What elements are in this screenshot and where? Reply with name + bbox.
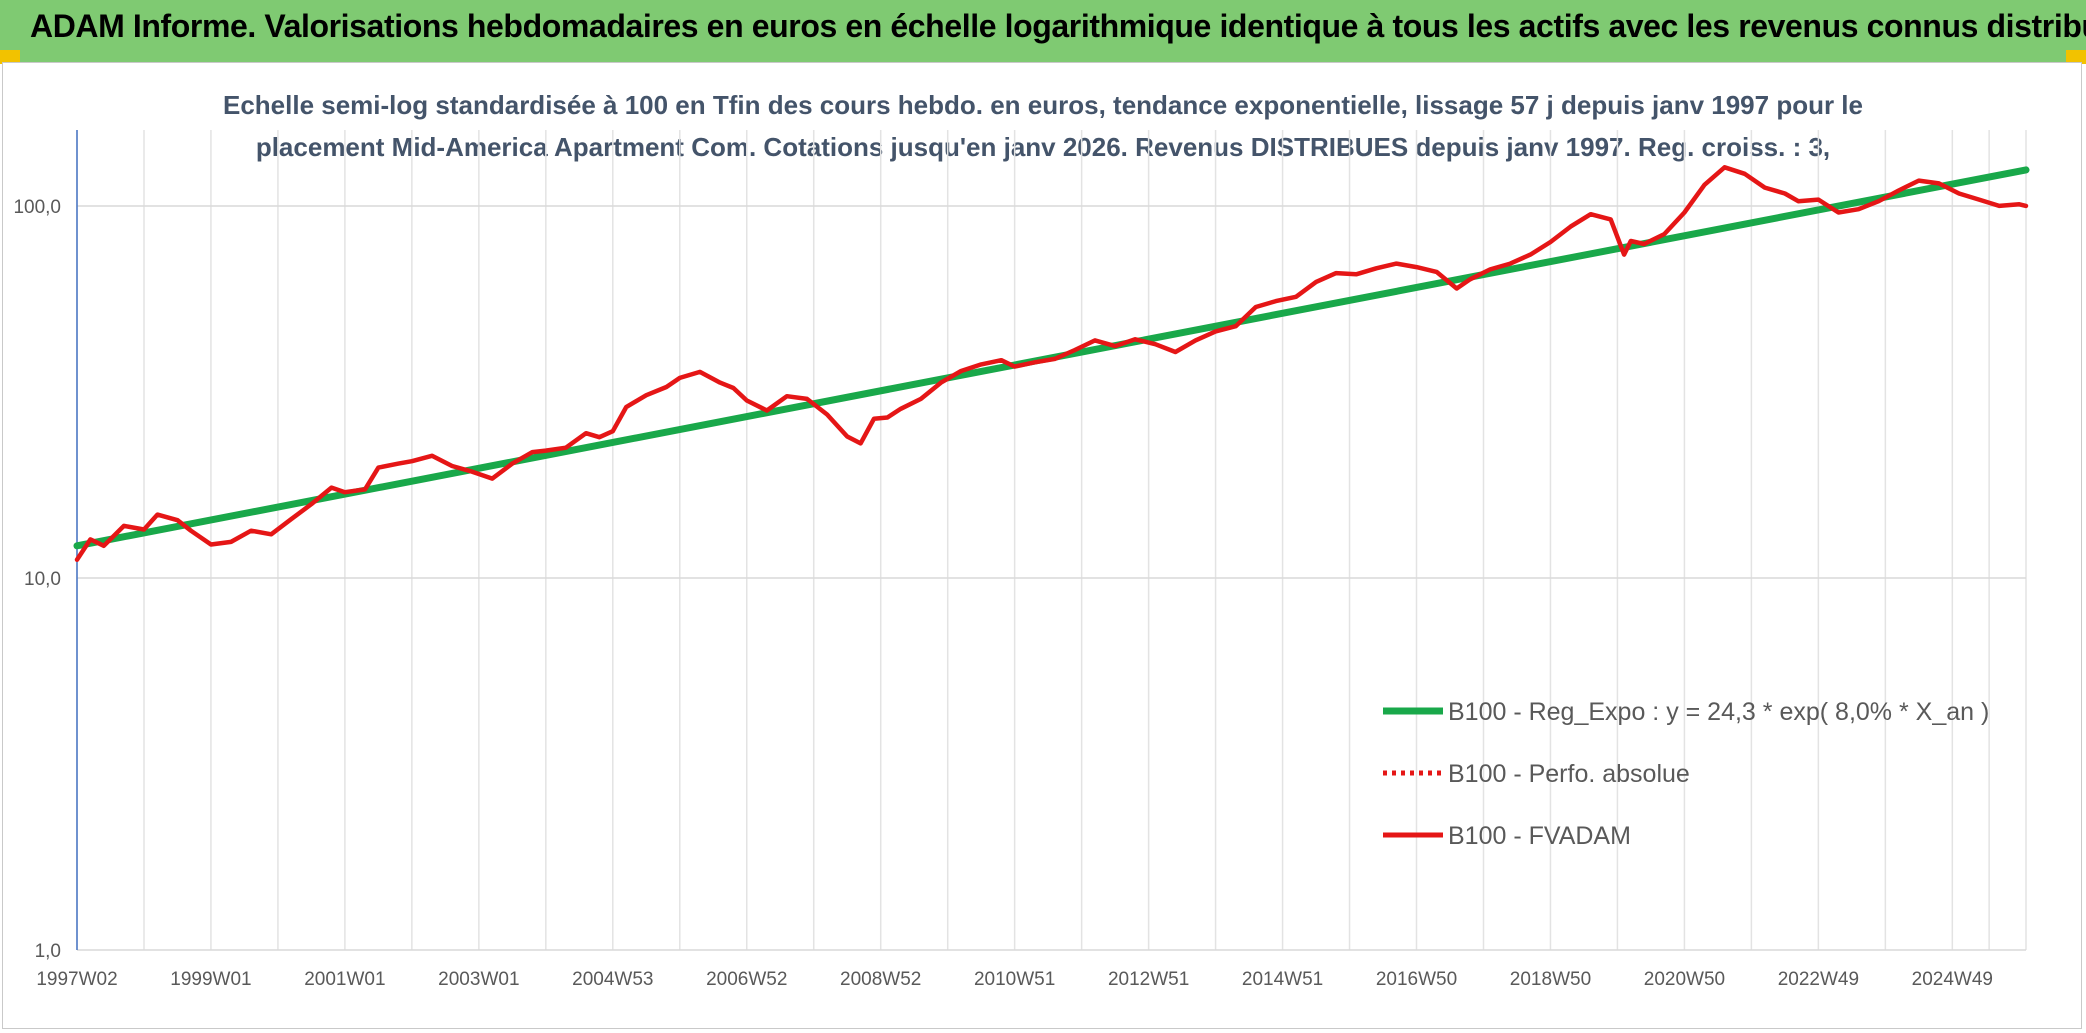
x-tick-label: 2001W01 bbox=[304, 969, 385, 990]
x-tick-label: 2012W51 bbox=[1108, 969, 1189, 990]
x-tick-label: 1997W02 bbox=[36, 969, 117, 990]
x-tick-label: 1999W01 bbox=[170, 969, 251, 990]
y-tick-label: 100,0 bbox=[13, 197, 61, 218]
x-tick-label: 2014W51 bbox=[1242, 969, 1323, 990]
corner-marker-right bbox=[2066, 50, 2086, 64]
corner-marker-left bbox=[0, 50, 20, 64]
x-tick-label: 2022W49 bbox=[1778, 969, 1859, 990]
legend-label: B100 - Reg_Expo : y = 24,3 * exp( 8,0% *… bbox=[1448, 698, 1989, 726]
chart-title-line-1: Echelle semi-log standardisée à 100 en T… bbox=[222, 90, 1863, 120]
x-tick-label: 2024W49 bbox=[1912, 969, 1993, 990]
x-tick-label: 2008W52 bbox=[840, 969, 921, 990]
y-tick-label: 10,0 bbox=[24, 569, 61, 590]
report-title: ADAM Informe. Valorisations hebdomadaire… bbox=[30, 8, 2086, 44]
x-tick-label: 2004W53 bbox=[572, 969, 653, 990]
x-tick-label: 2020W50 bbox=[1644, 969, 1725, 990]
series-line-fvadam bbox=[74, 165, 2029, 562]
x-tick-label: 2010W51 bbox=[974, 969, 1055, 990]
chart-title-line-2: placement Mid-America Apartment Com. Cot… bbox=[255, 132, 1831, 162]
y-tick-label: 1,0 bbox=[35, 941, 61, 962]
x-tick-label: 2003W01 bbox=[438, 969, 519, 990]
x-tick-label: 2018W50 bbox=[1510, 969, 1591, 990]
report-banner: ADAM Informe. Valorisations hebdomadaire… bbox=[0, 0, 2086, 62]
legend-label: B100 - FVADAM bbox=[1448, 822, 1631, 850]
legend-label: B100 - Perfo. absolue bbox=[1448, 760, 1690, 788]
x-tick-label: 2016W50 bbox=[1376, 969, 1457, 990]
x-tick-label: 2006W52 bbox=[706, 969, 787, 990]
